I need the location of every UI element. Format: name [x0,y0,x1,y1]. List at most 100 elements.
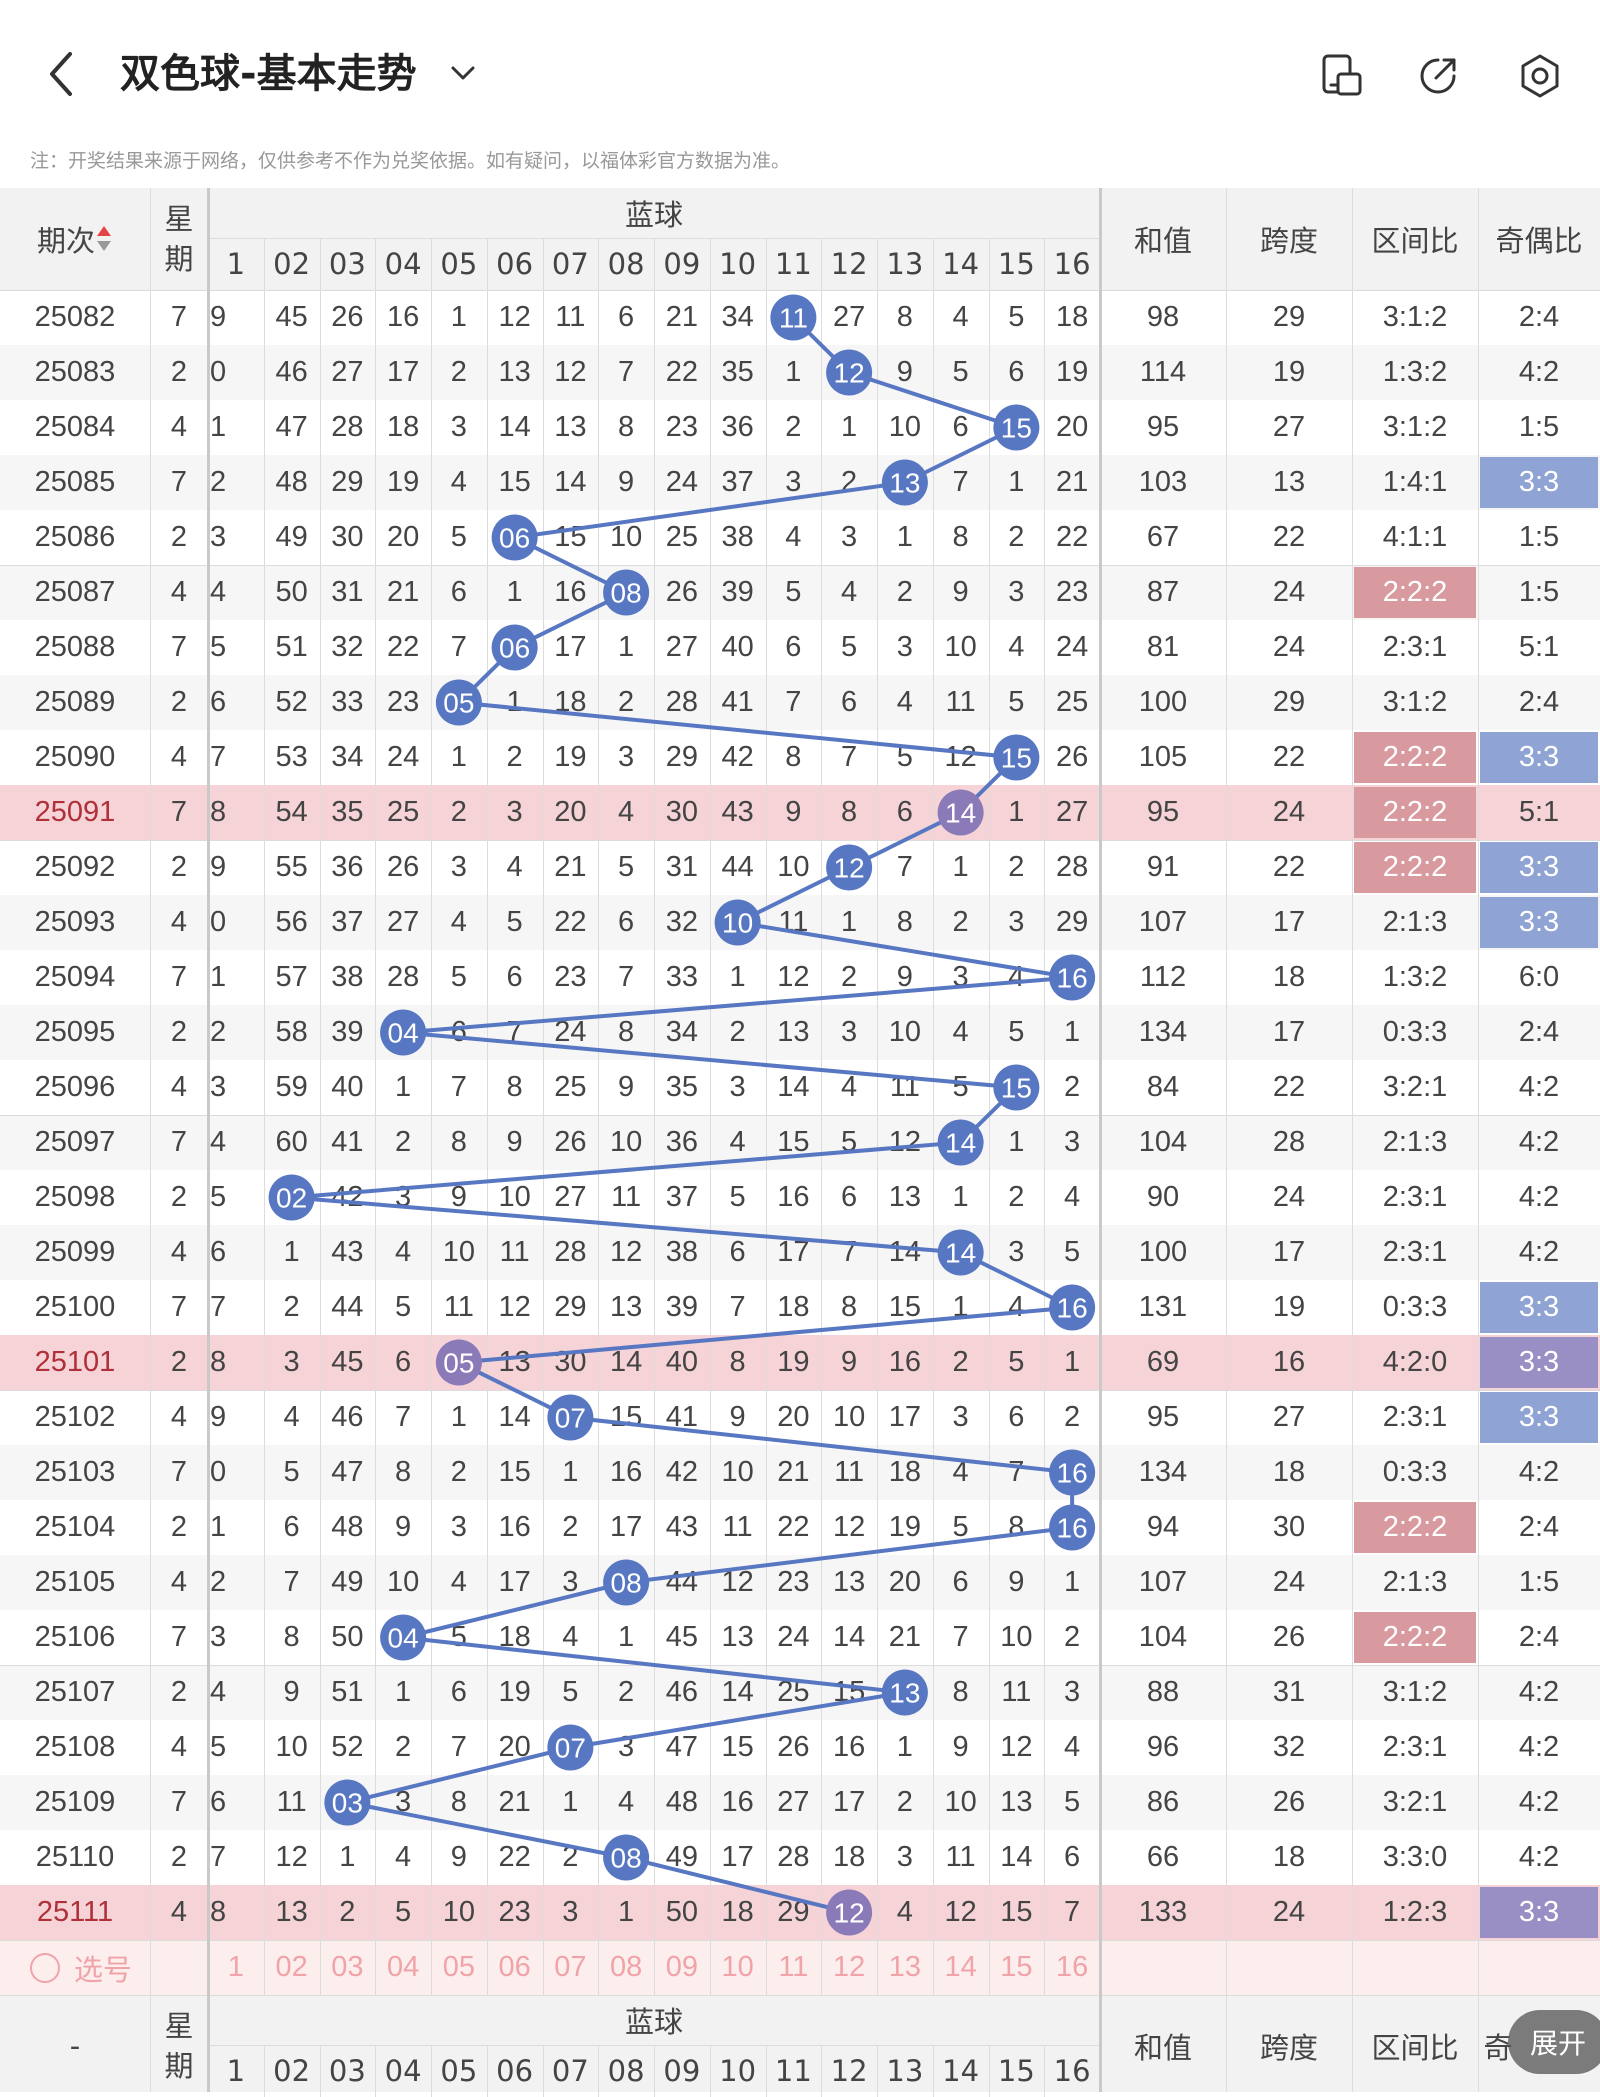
miss-count-cell: 15 [554,521,587,553]
miss-count-cell: 6 [785,631,802,663]
miss-count-cell: 8 [450,1786,467,1818]
sum-cell: 131 [1138,1291,1188,1323]
miss-count-cell: 5 [210,1731,227,1763]
zone-ratio-cell: 0:3:3 [1382,1456,1448,1488]
miss-count-cell: 3 [841,521,858,553]
zone-ratio-cell: 2:2:2 [1354,732,1476,783]
select-ball-option[interactable]: 15 [1000,1951,1033,1983]
zone-ratio-cell: 2:2:2 [1354,842,1476,893]
odd-even-cell: 3:3 [1480,457,1598,508]
miss-count-cell: 5 [450,961,467,993]
miss-count-cell: 35 [331,796,364,828]
select-ball-option[interactable]: 07 [554,1951,587,1983]
span-cell: 24 [1272,1566,1306,1598]
miss-count-cell: 2 [1064,1071,1081,1103]
miss-count-cell: 1 [1008,796,1025,828]
select-ball-option[interactable]: 02 [275,1951,308,1983]
select-ball-option[interactable]: 08 [609,1951,643,1983]
grid-line [654,2045,655,2097]
grid-line [542,2045,544,2097]
span-cell: 29 [1272,301,1306,333]
miss-count-cell: 9 [283,1676,300,1708]
miss-count-cell: 1 [210,1511,227,1543]
expand-button[interactable]: 展开 [1508,2010,1600,2074]
miss-count-cell: 22 [1055,521,1089,553]
week-cell: 2 [170,1511,188,1543]
week-cell: 2 [170,1841,188,1873]
share-icon[interactable] [1414,52,1462,100]
select-ball-option[interactable]: 16 [1055,1951,1089,1983]
select-ball-option[interactable]: 05 [442,1951,475,1983]
miss-count-cell: 6 [952,1566,969,1598]
sum-cell: 95 [1146,796,1180,828]
chevron-down-icon[interactable] [448,60,478,86]
miss-count-cell: 7 [450,631,467,663]
settings-icon[interactable] [1516,52,1564,100]
sort-icon[interactable] [95,224,113,254]
select-number-button[interactable]: 选号 [30,1940,170,1995]
miss-count-cell: 8 [395,1456,412,1488]
miss-count-cell: 9 [450,1841,467,1873]
blue-number-header: 02 [273,247,311,281]
grid-line [0,1995,1600,1996]
select-ball-option[interactable]: 06 [498,1951,531,1983]
miss-count-cell: 6 [395,1346,412,1378]
back-icon[interactable] [44,50,80,98]
miss-count-cell: 6 [1064,1841,1081,1873]
column-header-period[interactable]: 期次 [0,188,150,290]
miss-count-cell: 1 [952,1291,969,1323]
odd-even-cell: 4:2 [1518,1071,1560,1103]
week-header-char: 星 [164,202,194,236]
sum-cell: 88 [1146,1676,1180,1708]
radio-circle-icon[interactable] [30,1952,60,1983]
period-cell: 25096 [34,1071,116,1103]
miss-count-cell: 3 [450,1511,467,1543]
span-cell: 28 [1272,1126,1306,1158]
miss-count-cell: 3 [952,1401,969,1433]
blue-number-header: 06 [496,247,534,281]
select-ball-option[interactable]: 03 [331,1951,364,1983]
blue-number-header: 10 [719,247,757,281]
miss-count-cell: 26 [777,1731,810,1763]
grid-line [0,290,1600,291]
miss-count-cell: 1 [339,1841,356,1873]
page-title[interactable]: 双色球-基本走势 [120,51,417,97]
grid-line [598,238,600,1995]
miss-count-cell: 18 [777,1291,810,1323]
miss-count-cell: 12 [275,1841,308,1873]
week-cell: 2 [170,851,188,883]
select-ball-option[interactable]: 12 [832,1951,866,1983]
miss-count-cell: 19 [498,1676,531,1708]
select-ball-option[interactable]: 10 [721,1951,754,1983]
select-ball-option[interactable]: 14 [944,1951,977,1983]
miss-count-cell: 32 [665,906,698,938]
select-ball-option[interactable]: 11 [778,1951,809,1983]
week-cell: 7 [170,961,188,993]
period-cell: 25091 [34,796,116,828]
week-cell: 4 [170,906,188,938]
miss-count-cell: 2 [618,686,635,718]
select-ball-option[interactable]: 13 [888,1951,921,1983]
miss-count-cell: 5 [1008,1346,1025,1378]
miss-count-cell: 7 [841,741,858,773]
miss-count-cell: 4 [896,1896,913,1928]
layout-toggle-icon[interactable] [1318,52,1366,100]
miss-count-cell: 52 [331,1731,364,1763]
blue-number-header: 11 [774,247,812,281]
miss-count-cell: 7 [450,1731,467,1763]
miss-count-cell: 11 [611,1181,642,1213]
sum-cell: 134 [1138,1456,1188,1488]
miss-count-cell: 3 [506,796,523,828]
miss-count-cell: 40 [331,1071,364,1103]
miss-count-cell: 6 [210,1236,227,1268]
select-number-label: 选号 [74,1954,133,1987]
select-ball-option[interactable]: 09 [665,1951,698,1983]
week-cell: 4 [170,1071,188,1103]
odd-even-cell: 4:2 [1518,1841,1560,1873]
select-ball-option[interactable]: 04 [386,1951,420,1983]
miss-count-cell: 8 [210,796,227,828]
miss-count-cell: 3 [210,1071,227,1103]
miss-count-cell: 9 [450,1181,467,1213]
select-ball-option[interactable]: 1 [227,1951,244,1983]
span-cell: 29 [1272,686,1306,718]
